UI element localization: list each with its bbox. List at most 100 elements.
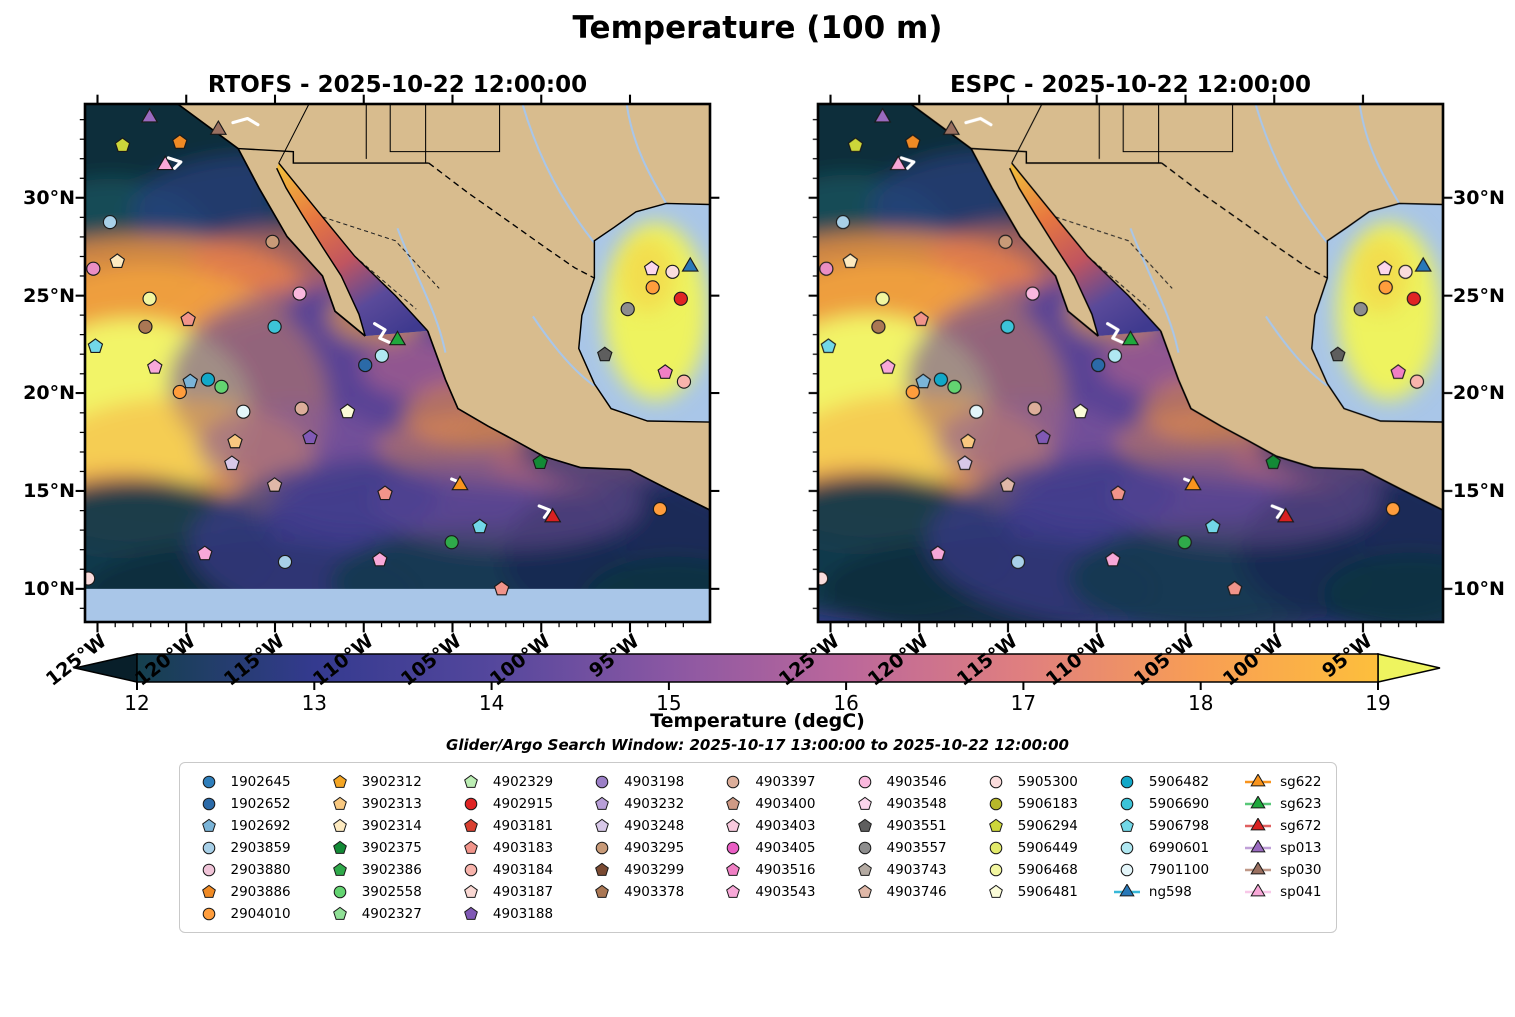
legend-column: 4902329 4902915 4903181 4903183 4903184 49031… <box>456 771 553 924</box>
legend-label: 4903295 <box>624 839 685 856</box>
legend-column: 1902645 1902652 1902692 2903859 2903880 29038… <box>194 771 291 924</box>
legend-label: 5906468 <box>1017 861 1078 878</box>
y-tick-label: 10°N <box>1453 577 1505 600</box>
legend-marker-pentagon <box>726 884 741 898</box>
legend-marker-circle <box>202 841 215 854</box>
us-mexico-border <box>238 147 429 164</box>
legend-entry: 5906183 <box>981 793 1078 814</box>
colorbar-tick-label: 12 <box>124 691 149 715</box>
legend-marker-circle <box>595 775 609 788</box>
legend-marker-pentagon <box>201 884 216 898</box>
legend-marker-circle <box>464 797 478 810</box>
legend-marker-pentagon <box>332 774 347 788</box>
legend-entry: 4902327 <box>325 903 422 924</box>
legend-entry: 4902329 <box>456 771 553 792</box>
legend-entry: 3902314 <box>325 815 422 836</box>
y-tick-label: 30°N <box>23 186 75 209</box>
legend-entry: sp041 <box>1243 881 1322 902</box>
legend-entry: 4903299 <box>587 859 684 880</box>
y-tick-label: 20°N <box>1453 382 1505 404</box>
legend-label: sp041 <box>1280 883 1322 900</box>
panel-title-espc: ESPC - 2025-10-22 12:00:00 <box>949 72 1312 98</box>
legend-marker-circle <box>727 841 740 854</box>
axes-spine <box>83 102 712 624</box>
legend-marker-glider <box>1245 883 1272 896</box>
legend-entry: 2903886 <box>194 881 291 902</box>
legend-marker-circle <box>989 797 1003 810</box>
legend-label: 1902645 <box>230 773 291 790</box>
coastline <box>177 104 366 337</box>
legend-label: 4903403 <box>755 817 816 834</box>
legend-marker-pentagon <box>464 884 478 898</box>
legend-marker-glider <box>1245 839 1272 852</box>
legend-label: 4903405 <box>755 839 816 856</box>
colorbar-tick-label: 19 <box>1365 691 1390 715</box>
legend-column: 4903397 4903400 4903403 4903405 4903516 49035… <box>718 771 815 924</box>
legend-marker-circle <box>858 841 871 854</box>
legend-marker-glider <box>1245 861 1272 874</box>
legend-label: 4903248 <box>624 817 685 834</box>
map-canvas <box>808 94 1453 633</box>
panels-row: RTOFS - 2025-10-22 12:00:00 <box>0 72 1515 691</box>
legend-entry: 2903859 <box>194 837 291 858</box>
legend-column: sg622 sg623 sg672 sp013 sp030 sp041 <box>1243 771 1322 924</box>
legend-entry: 4903181 <box>456 815 553 836</box>
legend-label: 4903188 <box>492 905 554 922</box>
legend-label: 4902329 <box>492 773 554 790</box>
legend-label: 4903232 <box>624 795 685 812</box>
legend-label: 2903886 <box>230 883 291 900</box>
legend-column: 5906482 5906690 5906798 6990601 7901100 ng598 <box>1112 771 1209 924</box>
legend-entry: 4903548 <box>850 793 947 814</box>
legend-entry: 3902375 <box>325 837 422 858</box>
legend-entry: 4903543 <box>718 881 815 902</box>
search-window-note: Glider/Argo Search Window: 2025-10-17 13… <box>446 736 1069 754</box>
legend-marker-pentagon <box>464 774 478 788</box>
coastline <box>910 104 1099 337</box>
legend-label: 4903548 <box>886 795 947 812</box>
legend-marker-pentagon <box>332 840 347 854</box>
legend-marker-pentagon <box>332 906 347 920</box>
legend-marker-glider <box>1245 773 1272 786</box>
legend-marker-pentagon <box>464 818 478 832</box>
y-tick-label: 25°N <box>23 284 75 307</box>
legend-label: 4903378 <box>624 883 685 900</box>
legend-entry: 3902386 <box>325 859 422 880</box>
legend-entry: 4903188 <box>456 903 553 924</box>
legend-marker-circle <box>202 863 215 876</box>
panel-title-rtofs: RTOFS - 2025-10-22 12:00:00 <box>207 72 588 98</box>
legend-marker-pentagon <box>595 884 610 898</box>
legend-entry: 2903880 <box>194 859 291 880</box>
legend: 1902645 1902652 1902692 2903859 2903880 29038… <box>178 762 1337 933</box>
gulf-of-california <box>276 163 428 337</box>
legend-label: 3902375 <box>361 839 422 856</box>
legend-marker-circle <box>1120 775 1134 788</box>
legend-label: 6990601 <box>1148 839 1210 856</box>
legend-marker-glider <box>1245 795 1272 808</box>
legend-entry: 4903295 <box>587 837 684 858</box>
legend-marker-pentagon <box>595 818 610 832</box>
legend-entry: 4903546 <box>850 771 947 792</box>
y-tick-label: 30°N <box>1453 186 1505 209</box>
legend-label: 5906798 <box>1148 817 1210 834</box>
us-mexico-border <box>971 147 1162 164</box>
legend-marker-glider <box>1113 883 1140 896</box>
legend-label: 5905300 <box>1017 773 1078 790</box>
legend-entry: 4903187 <box>456 881 553 902</box>
legend-label: 5906481 <box>1017 883 1078 900</box>
legend-entry: ng598 <box>1112 881 1209 902</box>
legend-entry: sg622 <box>1243 771 1322 792</box>
colorbar-gradient <box>136 653 1379 683</box>
legend-label: 4902327 <box>361 905 422 922</box>
legend-entry: 3902312 <box>325 771 422 792</box>
colorbar: 12 13 14 15 16 17 18 19 <box>74 652 1441 715</box>
legend-label: 2903880 <box>230 861 291 878</box>
colorbar-over-arrow <box>1377 653 1441 683</box>
legend-marker-circle <box>858 775 871 788</box>
legend-column: 4903546 4903548 4903551 4903557 4903743 49037… <box>850 771 947 924</box>
legend-label: 3902558 <box>361 883 422 900</box>
legend-entry: 5906690 <box>1112 793 1209 814</box>
legend-label: 4903400 <box>755 795 816 812</box>
legend-marker-pentagon <box>464 906 478 920</box>
legend-entry: 3902313 <box>325 793 422 814</box>
